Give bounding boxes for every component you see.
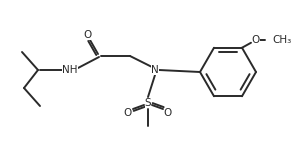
- Text: NH: NH: [62, 65, 78, 75]
- Text: O: O: [252, 35, 260, 45]
- Text: O: O: [124, 108, 132, 118]
- Text: N: N: [151, 65, 159, 75]
- Text: O: O: [164, 108, 172, 118]
- Text: S: S: [145, 98, 151, 108]
- Text: O: O: [83, 30, 91, 40]
- Text: CH₃: CH₃: [272, 35, 291, 45]
